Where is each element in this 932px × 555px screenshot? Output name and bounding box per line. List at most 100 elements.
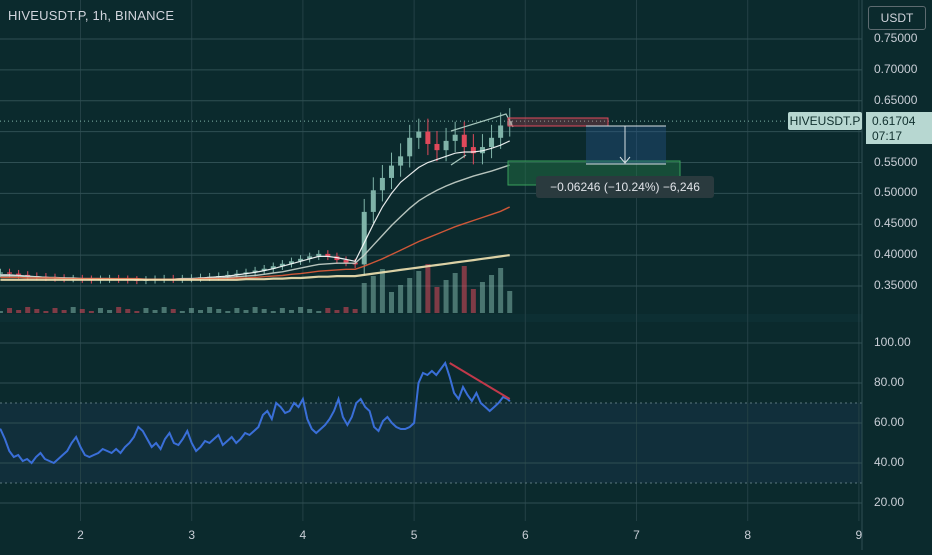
rsi-point [146,438,148,440]
rsi-point [391,422,393,424]
volume-bar [116,307,122,313]
price-tick-label: 0.65000 [874,92,918,107]
price-tick-label: 0.55000 [874,154,918,169]
rsi-point [466,394,469,396]
rsi-point [320,428,322,430]
rsi-point [275,402,277,404]
volume-bar [107,310,113,313]
rsi-point [400,428,402,430]
rsi-point [480,402,482,404]
rsi-point [426,374,429,376]
rsi-point [4,438,6,440]
rsi-point [337,398,340,400]
stop-zone [507,117,609,127]
volume-bar [288,310,294,313]
volume-bar [461,266,467,313]
volume-bar [370,276,376,313]
candle-body [379,177,385,191]
channel-drawing [450,113,514,132]
symbol-title: HIVEUSDT.P, 1h, BINANCE [8,8,175,23]
candle-body [498,125,504,138]
rsi-point [142,430,144,432]
volume-bar [43,311,49,313]
candle-body [16,273,22,275]
pane-separator [0,314,862,322]
rsi-point [106,450,108,452]
currency-button[interactable]: USDT [868,6,926,30]
price-tick-label: 0.70000 [874,61,918,76]
rsi-line [0,360,511,465]
rsi-point [509,400,511,402]
rsi-point [111,452,113,454]
rsi-point [182,438,184,440]
volume-bar [325,308,331,313]
rsi-point [302,398,304,400]
volume-bar [470,289,476,313]
volume-bar [143,308,149,313]
rsi-point [168,432,171,434]
volume-bar [52,308,58,313]
rsi-band [0,403,862,483]
moving-average-line [0,140,510,281]
candle-body [452,134,458,141]
candle-body [234,273,240,275]
rsi-point [177,444,179,446]
volume-bar [243,310,249,313]
rsi-point [257,426,260,428]
measure-arrowhead [619,156,631,164]
volume-bar [97,308,103,313]
rsi-point [119,452,122,454]
rsi-point [351,416,353,418]
candle-body [416,131,422,138]
volume-bar [125,309,131,313]
volume-bar [407,278,413,313]
time-tick-label: 2 [77,528,84,542]
candle-body [470,147,476,154]
rsi-point [71,442,73,444]
volume-bar [434,287,440,313]
rsi-point [62,454,64,456]
volume-bar [207,307,213,313]
candle-body [361,211,367,265]
rsi-point [382,420,384,422]
volume-bar [270,311,276,313]
volume-bar [443,280,449,313]
volume-bar [334,310,340,313]
volume-bar [225,311,231,313]
rsi-point [173,442,175,444]
rsi-point [88,456,90,458]
rsi-point [311,428,313,430]
rsi-point [240,438,242,440]
rsi-point [97,452,99,454]
rsi-point [502,396,504,398]
measure-label: −0.06246 (−10.24%) −6,246 [536,176,714,198]
rsi-point [44,458,46,460]
rsi-point [17,454,19,456]
volume-bar [498,268,504,313]
rsi-point [0,428,2,430]
volume-bar [252,307,258,313]
last-price-value: 0.61704 [872,114,916,128]
rsi-point [217,434,219,436]
volume-bar [507,291,513,313]
volume-bar [198,310,204,313]
volume-bar [307,309,313,313]
rsi-point [199,446,202,448]
rsi-point [324,424,326,426]
rsi-point [346,424,348,426]
volume-bar [16,310,22,313]
candle-body [270,266,276,269]
volume-bar [134,311,140,313]
candle-body [443,140,449,151]
rsi-point [48,460,50,462]
time-tick-label: 9 [855,528,863,542]
rsi-point [484,406,486,408]
volume-bar [352,309,358,313]
volume-bar [0,311,3,313]
rsi-point [489,410,491,412]
volume-bar [88,311,94,313]
measure-zone [586,126,666,164]
rsi-point [413,422,415,424]
